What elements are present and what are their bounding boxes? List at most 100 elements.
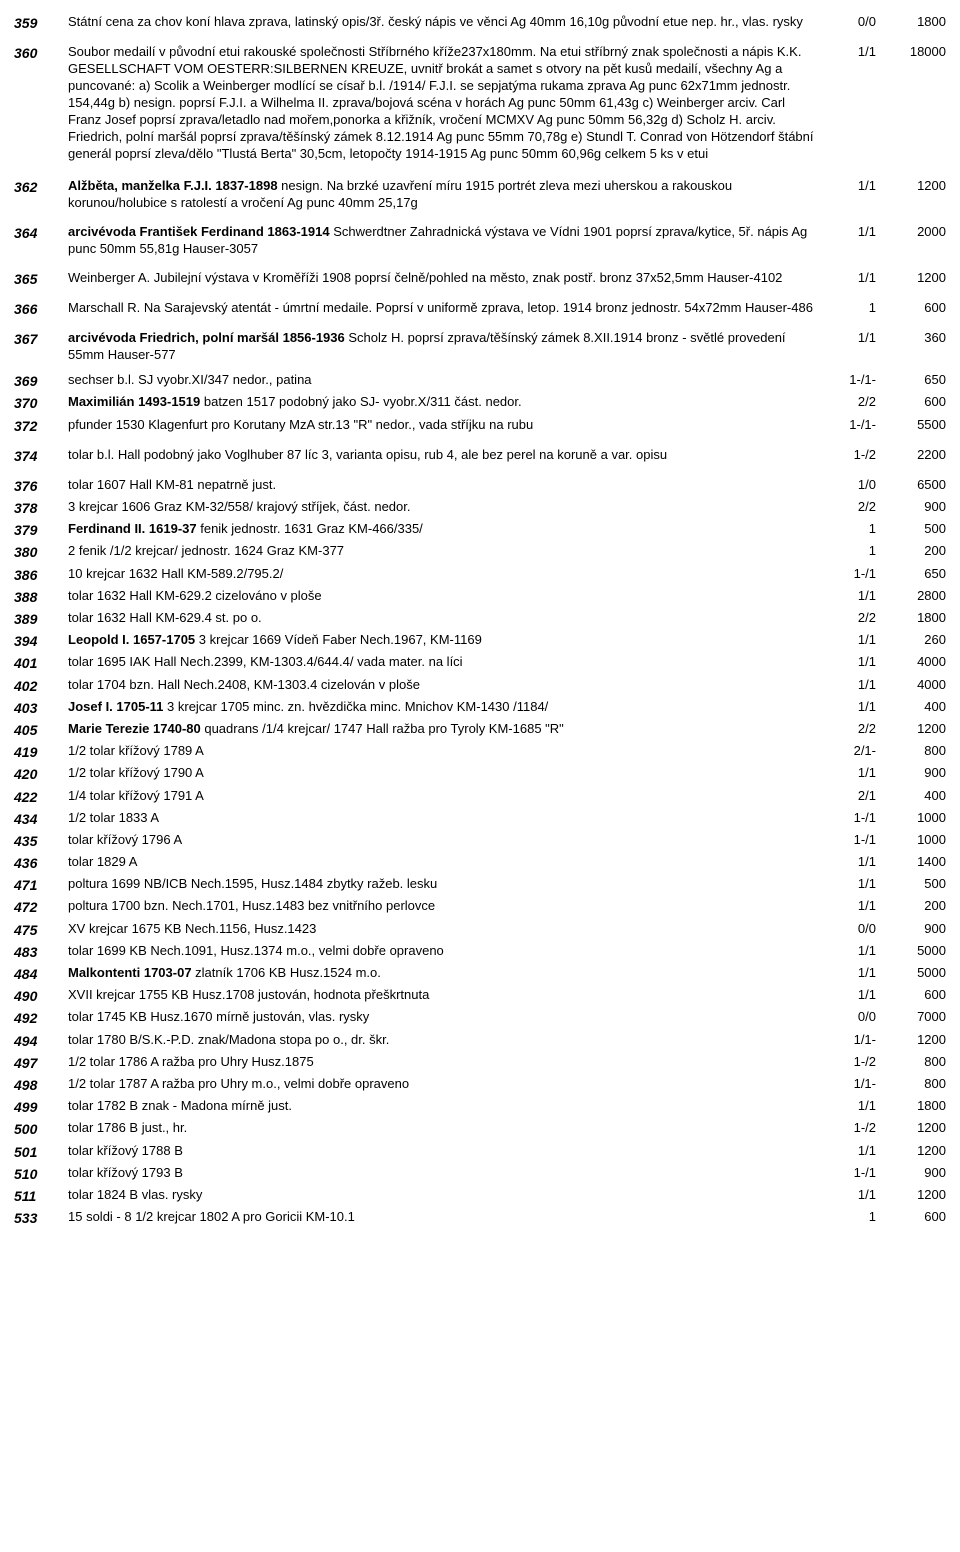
lot-description: 3 krejcar 1606 Graz KM-32/558/ krajový s… (68, 499, 824, 516)
lot-description: XV krejcar 1675 KB Nech.1156, Husz.1423 (68, 921, 824, 938)
lot-number: 378 (14, 499, 68, 517)
lot-grade: 1/1 (824, 854, 886, 871)
lot-number: 419 (14, 743, 68, 761)
lot-grade: 1/1- (824, 1076, 886, 1093)
lot-description: poltura 1699 NB/ICB Nech.1595, Husz.1484… (68, 876, 824, 893)
catalog-row: 483tolar 1699 KB Nech.1091, Husz.1374 m.… (14, 941, 946, 963)
lot-number: 376 (14, 477, 68, 495)
lot-price: 650 (886, 372, 946, 389)
lot-number: 510 (14, 1165, 68, 1183)
lot-grade: 0/0 (824, 14, 886, 31)
lot-grade: 0/0 (824, 921, 886, 938)
lot-grade: 2/2 (824, 394, 886, 411)
lot-description: Marie Terezie 1740-80 quadrans /1/4 krej… (68, 721, 824, 738)
lot-price: 200 (886, 543, 946, 560)
lot-number: 435 (14, 832, 68, 850)
lot-number: 389 (14, 610, 68, 628)
lot-description: 10 krejcar 1632 Hall KM-589.2/795.2/ (68, 566, 824, 583)
catalog-row: 475XV krejcar 1675 KB Nech.1156, Husz.14… (14, 919, 946, 941)
lot-number: 367 (14, 330, 68, 348)
lot-grade: 1/1 (824, 898, 886, 915)
lot-description: 1/2 tolar křížový 1790 A (68, 765, 824, 782)
lot-price: 1800 (886, 610, 946, 627)
lot-number: 370 (14, 394, 68, 412)
lot-price: 500 (886, 876, 946, 893)
lot-description: tolar 1632 Hall KM-629.2 cizelováno v pl… (68, 588, 824, 605)
lot-description: tolar 1607 Hall KM-81 nepatrně just. (68, 477, 824, 494)
lot-number: 388 (14, 588, 68, 606)
lot-grade: 1 (824, 521, 886, 538)
lot-description: 1/2 tolar 1786 A ražba pro Uhry Husz.187… (68, 1054, 824, 1071)
catalog-row: 4221/4 tolar křížový 1791 A2/1400 (14, 786, 946, 808)
lot-grade: 1/0 (824, 477, 886, 494)
lot-price: 260 (886, 632, 946, 649)
lot-number: 369 (14, 372, 68, 390)
catalog-row: 3802 fenik /1/2 krejcar/ jednostr. 1624 … (14, 541, 946, 563)
lot-number: 422 (14, 788, 68, 806)
lot-number: 533 (14, 1209, 68, 1227)
lot-description: pfunder 1530 Klagenfurt pro Korutany MzA… (68, 417, 824, 434)
lot-price: 360 (886, 330, 946, 347)
lot-description: tolar 1786 B just., hr. (68, 1120, 824, 1137)
lot-price: 900 (886, 765, 946, 782)
catalog-row: 365Weinberger A. Jubilejní výstava v Kro… (14, 264, 946, 294)
lot-number: 472 (14, 898, 68, 916)
lot-price: 600 (886, 300, 946, 317)
catalog-row: 4971/2 tolar 1786 A ražba pro Uhry Husz.… (14, 1052, 946, 1074)
lot-number: 362 (14, 178, 68, 196)
lot-grade: 1/1 (824, 876, 886, 893)
lot-description: Leopold I. 1657-1705 3 krejcar 1669 Víde… (68, 632, 824, 649)
lot-number: 475 (14, 921, 68, 939)
catalog-row: 388tolar 1632 Hall KM-629.2 cizelováno v… (14, 586, 946, 608)
catalog-row: 500tolar 1786 B just., hr.1-/21200 (14, 1118, 946, 1140)
catalog-row: 405Marie Terezie 1740-80 quadrans /1/4 k… (14, 719, 946, 741)
lot-price: 1000 (886, 810, 946, 827)
lot-price: 1200 (886, 1120, 946, 1137)
lot-number: 501 (14, 1143, 68, 1161)
lot-description: tolar 1745 KB Husz.1670 mírně justován, … (68, 1009, 824, 1026)
lot-grade: 1 (824, 1209, 886, 1226)
lot-price: 5500 (886, 417, 946, 434)
lot-description: 1/2 tolar křížový 1789 A (68, 743, 824, 760)
lot-grade: 1-/1- (824, 417, 886, 434)
lot-grade: 2/2 (824, 499, 886, 516)
lot-number: 494 (14, 1032, 68, 1050)
lot-description: Soubor medailí v původní etui rakouské s… (68, 44, 824, 162)
lot-grade: 1-/2 (824, 1054, 886, 1071)
lot-grade: 1/1- (824, 1032, 886, 1049)
catalog-row: 3783 krejcar 1606 Graz KM-32/558/ krajov… (14, 497, 946, 519)
catalog-row: 4341/2 tolar 1833 A1-/11000 (14, 808, 946, 830)
lot-grade: 1-/2 (824, 1120, 886, 1137)
lot-description: Malkontenti 1703-07 zlatník 1706 KB Husz… (68, 965, 824, 982)
catalog-row: 499tolar 1782 B znak - Madona mírně just… (14, 1096, 946, 1118)
lot-price: 800 (886, 1054, 946, 1071)
lot-description: Josef I. 1705-11 3 krejcar 1705 minc. zn… (68, 699, 824, 716)
catalog-row: 435tolar křížový 1796 A1-/11000 (14, 830, 946, 852)
lot-grade: 1/1 (824, 965, 886, 982)
lot-price: 1400 (886, 854, 946, 871)
lot-grade: 1/1 (824, 987, 886, 1004)
lot-grade: 1/1 (824, 1187, 886, 1204)
lot-description: tolar křížový 1788 B (68, 1143, 824, 1160)
catalog-row: 376tolar 1607 Hall KM-81 nepatrně just.1… (14, 475, 946, 497)
lot-price: 4000 (886, 677, 946, 694)
catalog-row: 389tolar 1632 Hall KM-629.4 st. po o.2/2… (14, 608, 946, 630)
lot-grade: 2/2 (824, 610, 886, 627)
lot-price: 1200 (886, 178, 946, 195)
lot-grade: 1/1 (824, 178, 886, 195)
lot-grade: 1 (824, 300, 886, 317)
lot-description: XVII krejcar 1755 KB Husz.1708 justován,… (68, 987, 824, 1004)
lot-number: 497 (14, 1054, 68, 1072)
lot-number: 374 (14, 447, 68, 465)
lot-description: tolar 1782 B znak - Madona mírně just. (68, 1098, 824, 1115)
catalog-row: 510tolar křížový 1793 B1-/1900 (14, 1163, 946, 1185)
lot-number: 511 (14, 1187, 68, 1205)
catalog-row: 436tolar 1829 A1/11400 (14, 852, 946, 874)
catalog-row: 501tolar křížový 1788 B1/11200 (14, 1141, 946, 1163)
lot-grade: 1/1 (824, 1143, 886, 1160)
lot-number: 394 (14, 632, 68, 650)
lot-number: 484 (14, 965, 68, 983)
catalog-row: 372pfunder 1530 Klagenfurt pro Korutany … (14, 415, 946, 445)
catalog-page: 359Státní cena za chov koní hlava zprava… (0, 0, 960, 1253)
lot-grade: 2/1 (824, 788, 886, 805)
